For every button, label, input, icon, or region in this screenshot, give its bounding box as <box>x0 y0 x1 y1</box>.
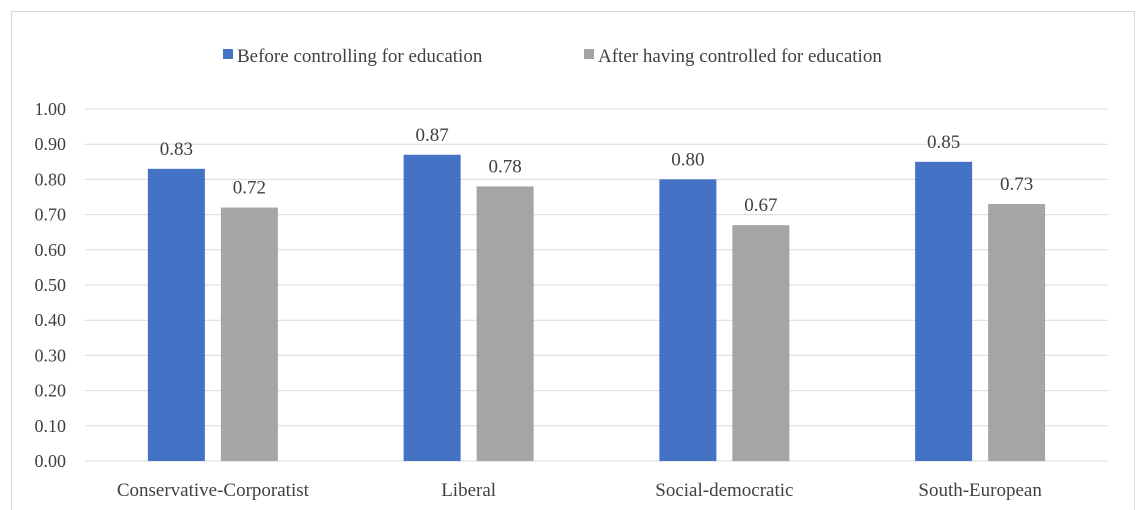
x-tick-label: Conservative-Corporatist <box>117 480 310 501</box>
bars <box>147 154 1046 462</box>
y-tick-label: 0.10 <box>35 416 67 436</box>
bar <box>915 161 973 462</box>
data-label: 0.78 <box>489 156 522 177</box>
data-label: 0.73 <box>1000 174 1033 195</box>
data-label: 0.85 <box>927 132 960 153</box>
chart-frame <box>11 11 1135 510</box>
y-tick-label: 0.50 <box>35 275 67 295</box>
y-tick-label: 1.00 <box>35 99 67 119</box>
bar <box>659 179 717 461</box>
y-tick-label: 0.90 <box>35 134 67 154</box>
y-axis-tick-labels: 0.00 0.10 0.20 0.30 0.40 0.50 0.60 0.70 0.80 0.90… <box>35 99 67 471</box>
y-tick-label: 0.80 <box>35 169 67 189</box>
legend-swatch <box>584 49 594 59</box>
bar <box>220 207 278 461</box>
legend-swatch <box>223 49 233 59</box>
data-label: 0.87 <box>416 125 449 146</box>
x-tick-label: Liberal <box>441 480 496 501</box>
y-tick-label: 0.20 <box>35 381 67 401</box>
x-tick-label: South-European <box>918 480 1042 501</box>
bar <box>476 186 534 461</box>
data-label: 0.72 <box>233 178 266 199</box>
legend: Before controlling for education After ha… <box>223 46 882 67</box>
y-tick-label: 0.60 <box>35 240 67 260</box>
y-tick-label: 0.40 <box>35 310 67 330</box>
data-label: 0.67 <box>744 195 777 216</box>
bar <box>403 154 461 461</box>
bar <box>147 168 205 461</box>
x-axis-tick-labels: Conservative-Corporatist Liberal Social-de… <box>117 480 1043 501</box>
y-tick-label: 0.30 <box>35 345 67 365</box>
bar <box>732 225 790 461</box>
data-label: 0.80 <box>671 149 704 170</box>
y-tick-label: 0.00 <box>35 451 67 471</box>
y-tick-label: 0.70 <box>35 205 67 225</box>
x-tick-label: Social-democratic <box>655 480 793 501</box>
legend-label: After having controlled for education <box>598 46 882 67</box>
bar <box>988 204 1046 462</box>
legend-label: Before controlling for education <box>237 46 483 67</box>
data-label: 0.83 <box>160 139 193 160</box>
data-labels: 0.83 0.72 0.87 0.78 0.80 0.67 0.85 0.73 <box>160 125 1034 216</box>
